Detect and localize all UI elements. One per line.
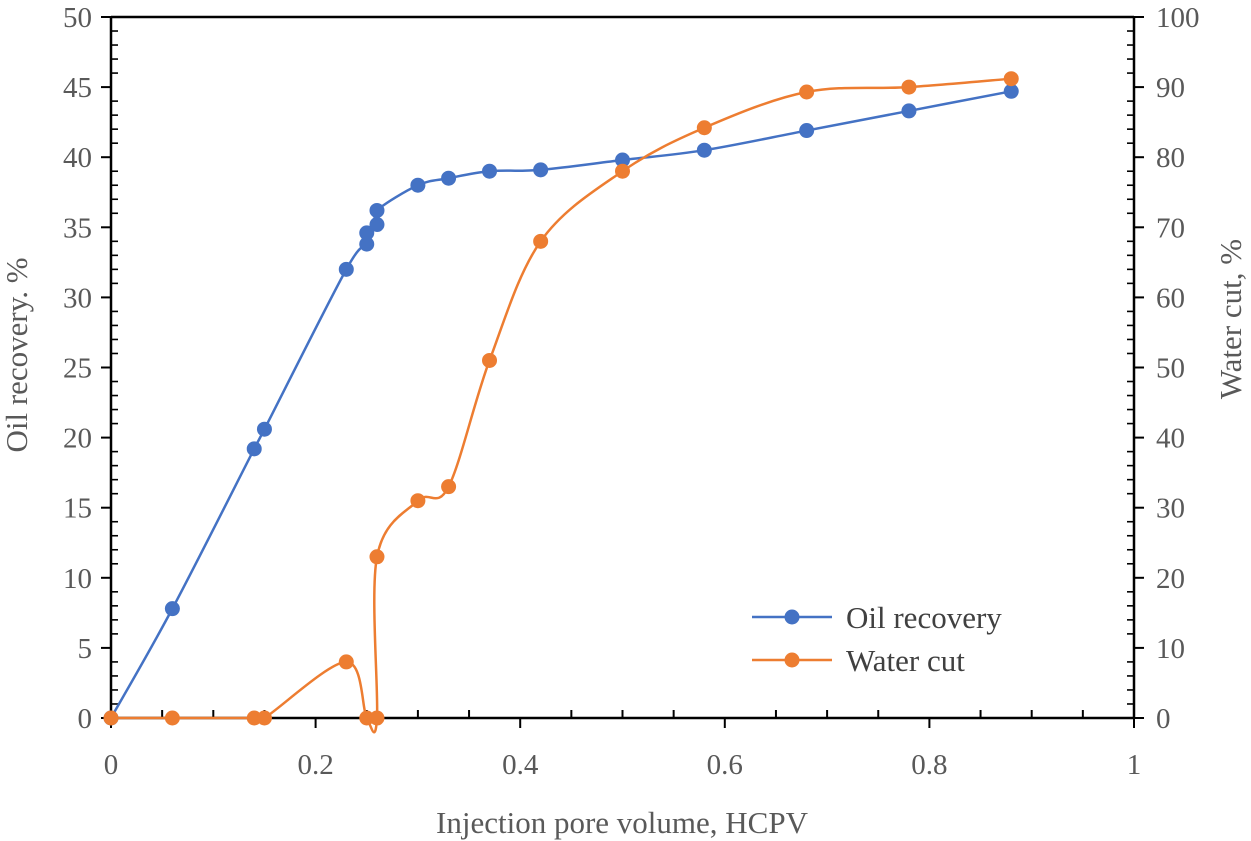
y-right-axis-title: Water cut, % — [1213, 239, 1248, 399]
y-left-tick-label: 45 — [63, 72, 92, 104]
water-cut-point — [615, 163, 630, 179]
y-right-tick-label: 80 — [1156, 142, 1185, 174]
legend-oil-recovery-marker — [784, 609, 800, 625]
x-axis-title: Injection pore volume, HCPV — [436, 805, 809, 840]
y-right-tick-label: 0 — [1156, 703, 1171, 735]
x-tick-label: 0 — [104, 749, 119, 781]
x-tick-label: 0.2 — [297, 749, 333, 781]
y-left-tick-label: 10 — [63, 563, 92, 595]
water-cut-point — [338, 654, 354, 670]
y-right-tick-label: 60 — [1156, 282, 1185, 314]
oil-recovery-point — [696, 142, 712, 158]
y-right-tick-label: 70 — [1156, 212, 1185, 244]
oil-recovery-point — [359, 236, 375, 252]
x-tick-label: 0.4 — [502, 749, 539, 781]
x-tick-label: 0.8 — [911, 749, 947, 781]
oil-recovery-point — [615, 152, 630, 168]
y-right-tick-label: 10 — [1156, 633, 1185, 665]
y-left-axis-title: Oil recovery. % — [0, 257, 34, 452]
water-cut-point — [533, 233, 549, 249]
oil-recovery-point — [441, 170, 457, 186]
y-left-tick-label: 35 — [63, 212, 92, 244]
oil-recovery-point — [369, 202, 385, 218]
water-cut-point — [696, 120, 712, 136]
water-cut-point — [369, 710, 385, 726]
y-right-tick-label: 50 — [1156, 353, 1185, 385]
water-cut-point — [799, 84, 815, 100]
water-cut-point — [369, 549, 385, 565]
water-cut-point — [1003, 71, 1019, 87]
series-markers — [103, 71, 1019, 726]
legend-water-cut-label: Water cut — [846, 643, 965, 678]
y-right-tick-label: 30 — [1156, 493, 1185, 525]
oil-recovery-point — [369, 216, 385, 232]
y-left-tick-label: 25 — [63, 353, 92, 385]
oil-recovery-point — [482, 163, 498, 179]
legend-water-cut-marker — [784, 652, 800, 668]
oil-recovery-point — [164, 601, 180, 617]
oil-recovery-point — [359, 225, 375, 241]
y-left-tick-label: 40 — [63, 142, 92, 174]
y-left-tick-label: 50 — [63, 2, 92, 34]
y-left-tick-label: 20 — [63, 423, 92, 455]
oil-recovery-point — [410, 177, 426, 193]
y-left-tick-label: 15 — [63, 493, 92, 525]
x-tick-label: 1 — [1127, 749, 1142, 781]
y-left-tick-label: 30 — [63, 282, 92, 314]
oil-recovery-point — [533, 162, 549, 178]
x-tick-label: 0.6 — [707, 749, 743, 781]
legend: Oil recovery Water cut — [752, 600, 1002, 678]
y-right-tick-label: 100 — [1156, 2, 1200, 34]
water-cut-point — [441, 479, 457, 495]
y-right-tick-label: 90 — [1156, 72, 1185, 104]
tick-labels: 0 0.2 0.4 0.6 0.8 105101520253035404550010203… — [63, 2, 1200, 781]
y-left-tick-label: 0 — [78, 703, 93, 735]
oil-recovery-point — [1003, 83, 1019, 99]
oil-recovery-point — [338, 261, 354, 277]
oil-recovery-point — [799, 123, 815, 139]
water-cut-point — [901, 79, 917, 95]
water-cut-point — [103, 710, 119, 726]
water-cut-point — [482, 352, 498, 368]
legend-oil-recovery-label: Oil recovery — [846, 600, 1002, 635]
oil-recovery-point — [256, 421, 272, 437]
y-left-tick-label: 5 — [78, 633, 93, 665]
water-cut-point — [164, 710, 180, 726]
oil-recovery-point — [246, 441, 262, 457]
oil-recovery-point — [901, 103, 917, 119]
y-right-tick-label: 20 — [1156, 563, 1185, 595]
water-cut-point — [410, 493, 426, 509]
y-right-tick-label: 40 — [1156, 423, 1185, 455]
water-cut-point — [256, 710, 272, 726]
